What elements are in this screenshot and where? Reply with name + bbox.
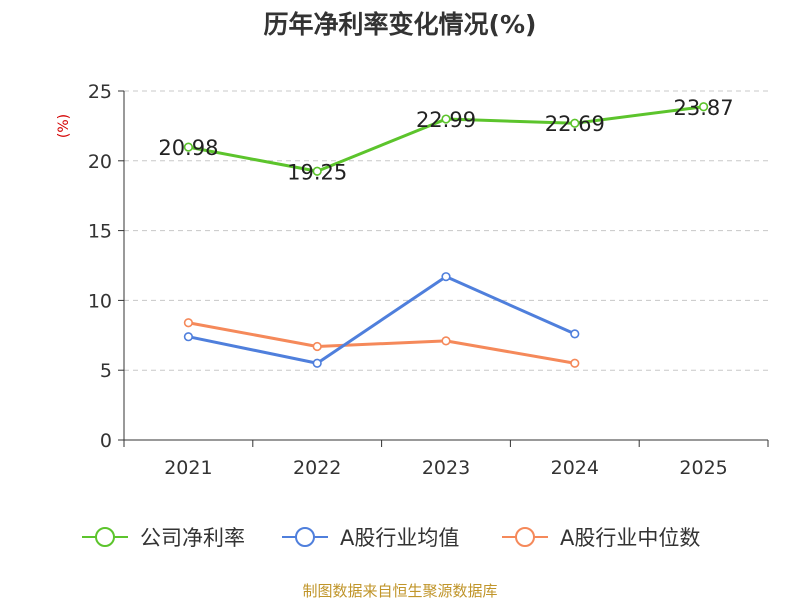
- data-label: 22.99: [416, 108, 476, 132]
- x-tick-label: 2022: [293, 457, 341, 479]
- data-label: 20.98: [158, 136, 218, 160]
- legend-marker: [295, 527, 315, 547]
- legend-label: A股行业均值: [340, 526, 459, 550]
- legend-marker: [95, 527, 115, 547]
- data-point: [441, 336, 451, 346]
- series-lines: [183, 102, 709, 368]
- y-tick-label: 25: [88, 81, 112, 103]
- legend-label: 公司净利率: [140, 526, 245, 550]
- data-point: [441, 272, 451, 282]
- series-line-1: [188, 275, 576, 365]
- y-tick-label: 10: [88, 290, 112, 312]
- data-label: 19.25: [287, 160, 347, 184]
- data-labels: 20.98 19.25 22.99 22.69 23.87: [158, 96, 733, 184]
- data-point: [441, 114, 451, 124]
- data-label: 22.69: [545, 112, 605, 136]
- data-point: [312, 166, 322, 176]
- data-point: [183, 332, 193, 342]
- data-point: [312, 341, 322, 352]
- source-note: 制图数据来自恒生聚源数据库: [302, 582, 497, 600]
- x-tick-label: 2024: [551, 457, 599, 479]
- legend-marker: [515, 527, 535, 547]
- legend-label: A股行业中位数: [560, 526, 700, 550]
- data-point: [312, 358, 322, 368]
- chart-title: 历年净利率变化情况(%): [264, 10, 537, 39]
- y-tick-label: 0: [100, 430, 112, 452]
- data-point: [570, 118, 580, 128]
- x-tick-label: 2023: [422, 457, 470, 479]
- x-tick-label: 2021: [164, 457, 212, 479]
- y-tick-label: 20: [88, 151, 112, 173]
- legend: 公司净利率 A股行业均值 A股行业中位数: [82, 526, 700, 550]
- data-point: [183, 318, 193, 328]
- y-tick-label: 15: [88, 221, 112, 243]
- data-label: 23.87: [674, 96, 734, 120]
- data-point: [570, 358, 580, 368]
- series-line-2: [188, 321, 576, 365]
- data-point: [698, 102, 709, 112]
- data-point: [570, 329, 580, 339]
- y-axis-label: (%): [56, 114, 72, 138]
- y-tick-label: 5: [100, 360, 112, 382]
- x-tick-label: 2025: [679, 457, 727, 479]
- data-point: [183, 142, 193, 152]
